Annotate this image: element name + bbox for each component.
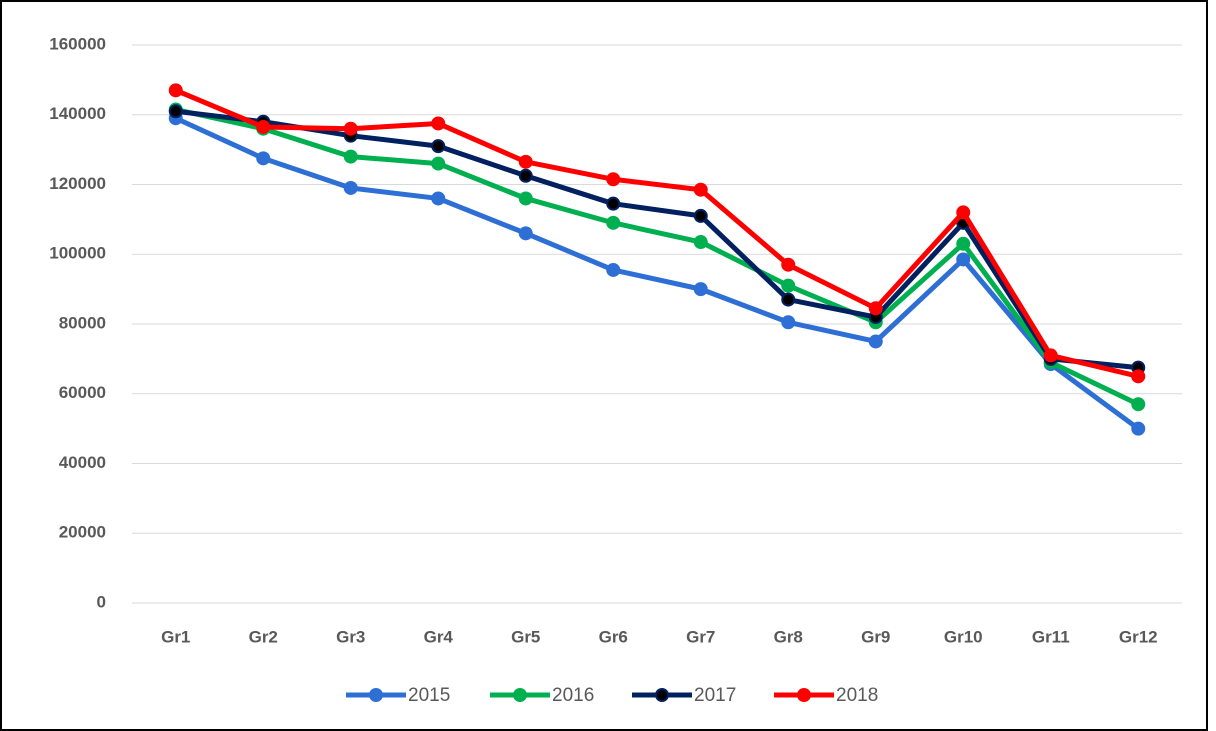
x-tick-label: Gr12 [1119,627,1158,646]
data-point [256,151,271,166]
data-point [343,180,358,195]
data-point [168,83,183,98]
y-tick-label: 40000 [59,453,106,472]
y-tick-label: 80000 [59,313,106,332]
legend-label: 2015 [408,685,450,706]
x-tick-label: Gr1 [161,627,190,646]
y-tick-label: 60000 [59,383,106,402]
data-point [431,139,446,154]
x-tick-label: Gr3 [336,627,365,646]
data-point [1131,369,1146,384]
data-point [168,104,183,119]
data-point [693,235,708,250]
data-point [431,156,446,171]
data-point [781,257,796,272]
data-point [518,168,533,183]
legend-label: 2016 [552,685,594,706]
y-tick-label: 120000 [49,174,106,193]
y-tick-label: 20000 [59,523,106,542]
x-tick-label: Gr5 [511,627,540,646]
legend-label: 2017 [694,685,736,706]
data-point [868,301,883,316]
data-point [781,292,796,307]
data-point [518,154,533,169]
x-tick-label: Gr10 [944,627,983,646]
data-point [256,119,271,134]
data-point [431,116,446,131]
x-tick-label: Gr6 [599,627,628,646]
x-tick-label: Gr11 [1032,627,1070,646]
data-point [956,252,971,267]
legend-label: 2018 [836,685,878,706]
data-point [1043,348,1058,363]
x-tick-label: Gr7 [686,627,715,646]
x-tick-label: Gr9 [861,627,890,646]
series-line [174,88,1139,379]
legend-marker [513,688,527,702]
data-point [781,278,796,293]
data-point [693,208,708,223]
data-point [518,191,533,206]
data-point [693,182,708,197]
data-point [431,191,446,206]
data-point [606,262,621,277]
y-tick-label: 160000 [49,34,106,53]
legend-marker [797,688,811,702]
data-point [606,215,621,230]
data-point [781,315,796,330]
x-tick-label: Gr2 [249,627,278,646]
data-point [343,121,358,136]
x-tick-label: Gr4 [424,627,454,646]
data-point [1131,421,1146,436]
series-line [174,115,1140,431]
data-point [693,282,708,297]
data-point [1131,397,1146,412]
legend-marker [369,688,383,702]
y-tick-label: 100000 [49,244,106,263]
data-point [956,205,971,220]
data-point [868,334,883,349]
data-point [606,172,621,187]
series-line [175,107,1140,407]
data-point [956,236,971,251]
data-point [518,226,533,241]
data-point [606,196,621,211]
y-tick-label: 140000 [49,104,106,123]
y-tick-label: 0 [97,592,106,611]
legend-marker [655,688,669,702]
series-line [175,108,1139,371]
x-tick-label: Gr8 [774,627,803,646]
data-point [343,149,358,164]
